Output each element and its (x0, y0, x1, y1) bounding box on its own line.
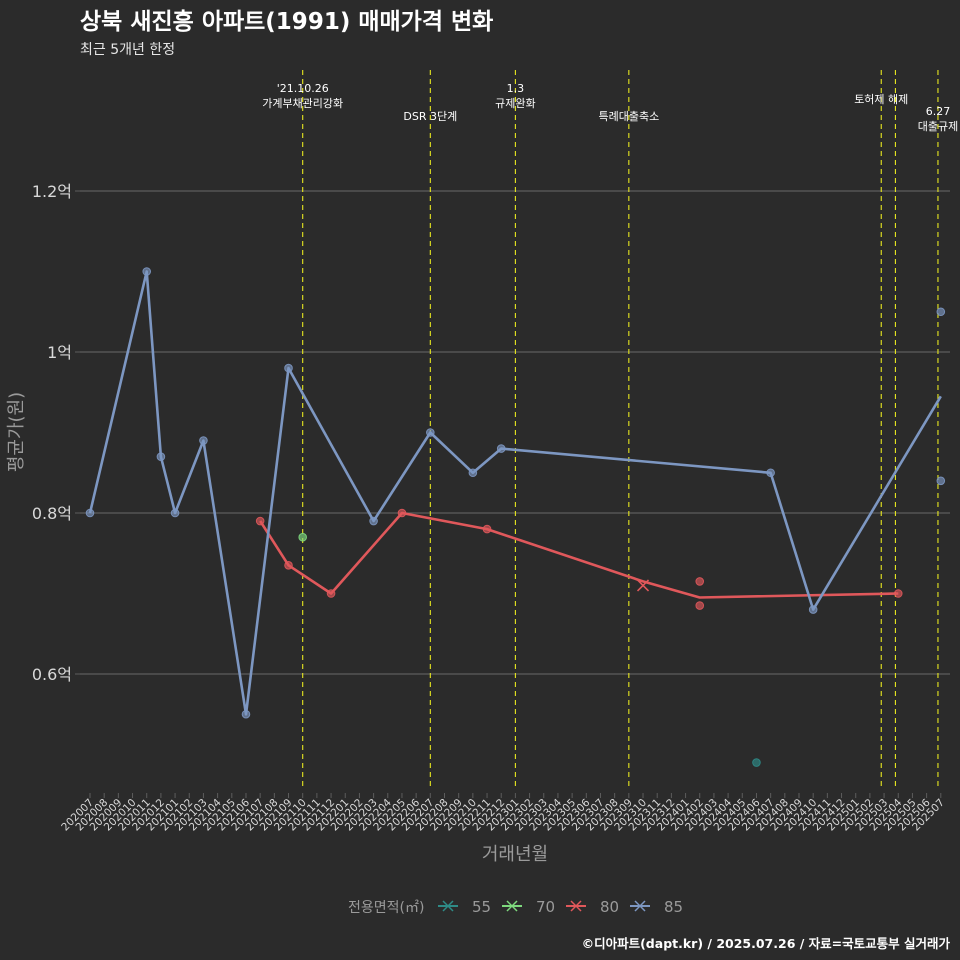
data-point-80 (695, 577, 705, 586)
legend-label-55: 55 (472, 898, 491, 916)
legend-item-80: 80 (566, 898, 619, 916)
legend-item-70: 70 (502, 898, 555, 916)
data-point-85 (241, 709, 251, 719)
data-point-85 (170, 508, 180, 518)
legend-item-55: 55 (438, 898, 491, 916)
data-point-85 (199, 436, 208, 445)
legend-swatch-cross (506, 900, 518, 912)
data-point-80 (326, 589, 336, 598)
y-tick-label: 1억 (47, 343, 72, 362)
data-point-80 (893, 589, 903, 598)
event-label: 토허제 해제 (854, 92, 908, 106)
event-label: DSR 3단계 (403, 110, 457, 123)
data-point-80 (482, 524, 492, 534)
x-axis: 2020072020082020092020102020112020122021… (59, 793, 947, 833)
legend-label-80: 80 (600, 898, 619, 916)
event-label-line: '21.10.26 (277, 82, 329, 95)
cross-stroke (636, 579, 650, 592)
cross-point-80 (636, 579, 650, 592)
event-label-line: 규제완화 (495, 97, 535, 110)
data-point-85 (808, 605, 818, 614)
data-point-80 (695, 601, 705, 610)
event-label-line: 특례대출축소 (598, 110, 659, 123)
event-label: 6.27 대출규제 (918, 105, 958, 133)
y-tick-label: 0.6억 (32, 665, 72, 684)
data-point-70 (298, 532, 308, 542)
data-point-85 (85, 508, 95, 518)
legend-label-70: 70 (536, 898, 555, 916)
data-point-85 (766, 468, 775, 478)
y-tick-label: 0.8억 (32, 504, 72, 523)
chart-caption: ©디아파트(dapt.kr) / 2025.07.26 / 자료=국토교통부 실… (582, 936, 951, 951)
legend-swatch-cross (634, 900, 646, 912)
series-line-80 (259, 511, 899, 599)
data-point-85 (142, 267, 152, 276)
legend-title: 전용면적(㎡) (348, 900, 424, 916)
data-point-55 (752, 758, 761, 767)
data-point-85 (468, 468, 478, 478)
legend-swatch-cross (442, 900, 454, 912)
event-label-line: 대출규제 (918, 120, 958, 133)
x-axis-title: 거래년월 (482, 844, 548, 865)
y-tick-label: 1.2억 (32, 182, 72, 201)
event-label-line: 가계부채관리강화 (262, 97, 343, 110)
legend-swatch-cross (570, 900, 582, 912)
data-point-80 (397, 508, 407, 518)
legend-label-85: 85 (664, 898, 683, 916)
data-series (85, 267, 946, 767)
data-point-85 (369, 516, 378, 526)
chart-subtitle: 최근 5개년 한정 (80, 42, 175, 58)
event-label: 특례대출축소 (598, 110, 659, 123)
data-point-85 (426, 428, 435, 437)
legend-item-85: 85 (630, 898, 683, 916)
chart-title: 상북 새진흥 아파트(1991) 매매가격 변화 (80, 9, 493, 35)
data-point-85 (496, 444, 506, 453)
data-point-85 (284, 363, 293, 373)
series-line-85 (88, 270, 942, 716)
event-label: 1.3 규제완화 (495, 82, 535, 110)
event-label-line: 토허제 해제 (854, 92, 908, 106)
event-label: '21.10.26 가계부채관리강화 (262, 82, 343, 110)
y-axis: 0.6억 0.8억 1억 1.2억 (32, 182, 80, 684)
event-label-line: 1.3 (507, 82, 525, 95)
data-point-85 (156, 452, 166, 461)
data-point-80 (284, 561, 293, 570)
data-point-80 (255, 516, 265, 526)
data-point-85 (936, 307, 946, 317)
event-label-line: 6.27 (926, 105, 951, 118)
legend: 전용면적(㎡) 55 70 80 85 (348, 898, 683, 916)
data-point-85 (936, 476, 946, 486)
event-label-line: DSR 3단계 (403, 110, 457, 123)
y-axis-title: 평균가(원) (6, 392, 27, 472)
